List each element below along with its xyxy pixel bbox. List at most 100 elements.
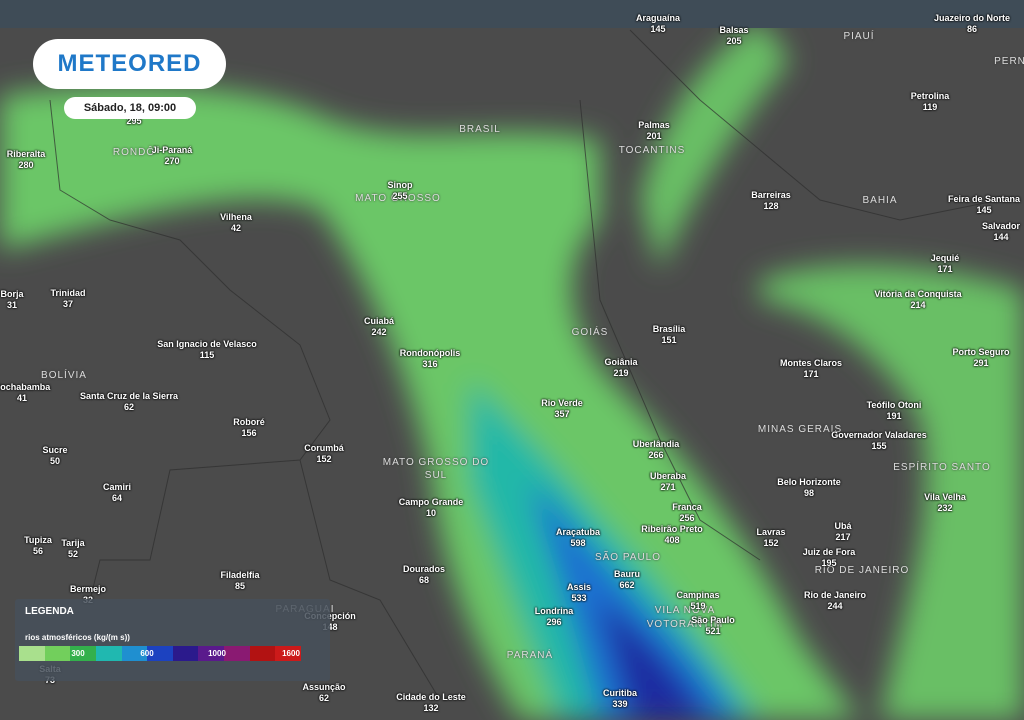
city-name: Campinas (676, 590, 720, 600)
city-value: 280 (18, 160, 34, 170)
city-label: Balsas 205 (679, 25, 789, 47)
city-label: Franca 256 (632, 502, 742, 524)
city-label: Roboré 156 (194, 417, 304, 439)
city-value: 270 (164, 156, 180, 166)
logo[interactable]: METEORED (33, 39, 226, 89)
city-value: 156 (241, 428, 257, 438)
city-label: Tupiza 56 (0, 535, 93, 557)
city-name: Assis (566, 582, 592, 592)
city-name: Rondonópolis (399, 348, 461, 358)
region-label: BOLÍVIA (41, 370, 87, 381)
city-label: Rondonópolis 316 (375, 348, 485, 370)
city-name: Bauru (613, 569, 640, 579)
city-name: Vila Velha (924, 492, 966, 502)
city-value: 191 (886, 411, 902, 421)
city-value: 98 (803, 488, 814, 498)
city-value: 31 (6, 300, 17, 310)
city-name: Goiânia (604, 357, 638, 367)
region-label: SÃO PAULO (594, 552, 662, 563)
city-label: Ubá 217 (788, 521, 898, 543)
city-label: Tarija 52 (18, 538, 128, 560)
city-label: Araguaína 145 (603, 13, 713, 35)
city-value: 598 (570, 538, 586, 548)
city-label: Uberlândia 266 (601, 439, 711, 461)
city-value: 50 (49, 456, 60, 466)
city-label: Belo Horizonte 98 (754, 477, 864, 499)
city-value: 533 (571, 593, 587, 603)
city-name: São Paulo (691, 615, 735, 625)
region-label: RONDÔ (112, 147, 156, 158)
city-name: San Ignacio de Velasco (157, 339, 257, 349)
city-name: Ji-Paraná (151, 145, 193, 155)
city-value: 145 (650, 24, 666, 34)
city-value: 41 (16, 393, 27, 403)
city-value: 219 (613, 368, 629, 378)
city-value: 201 (646, 131, 662, 141)
city-value: 255 (392, 191, 408, 201)
city-name: Assunção (302, 682, 346, 692)
legend-tick: 600 (140, 649, 154, 658)
date-pill: Sábado, 18, 09:00 (64, 97, 196, 119)
city-label: Riberalta 280 (0, 149, 81, 171)
city-name: Curitiba (602, 688, 637, 698)
city-value: 42 (230, 223, 241, 233)
city-label: Araçatuba 598 (523, 527, 633, 549)
region-label: VOTORANTIM (646, 619, 724, 630)
city-name: Juazeiro do Norte (933, 13, 1010, 23)
region-label: BRASIL (459, 124, 501, 135)
city-label: Uberaba 271 (613, 471, 723, 493)
city-value: 214 (910, 300, 926, 310)
city-value: 152 (316, 454, 332, 464)
city-label: Montes Claros 171 (756, 358, 866, 380)
city-label: Jequié 171 (890, 253, 1000, 275)
color-step (19, 646, 45, 661)
city-label: Assis 533 (524, 582, 634, 604)
top-bar (0, 0, 1024, 28)
city-value: 171 (937, 264, 953, 274)
city-label: Juazeiro do Norte 86 (917, 13, 1024, 35)
city-label: Goiânia 219 (566, 357, 676, 379)
city-name: Riberalta (6, 149, 46, 159)
region-label: GOIÁS (571, 327, 609, 338)
city-value: 232 (937, 503, 953, 513)
city-name: Cuiabá (363, 316, 394, 326)
city-name: Jequié (930, 253, 960, 263)
region-label: ESPÍRITO SANTO (893, 462, 991, 473)
city-label: Assunção 62 (269, 682, 379, 704)
region-label: BAHIA (862, 195, 898, 206)
city-label: Borja 31 (0, 289, 67, 311)
legend-tick: 300 (71, 649, 85, 658)
city-label: Londrina 296 (499, 606, 609, 628)
city-value: 205 (726, 36, 742, 46)
city-value: 52 (67, 549, 78, 559)
city-label: Filadelfia 85 (185, 570, 295, 592)
city-name: Ribeirão Preto (641, 524, 703, 534)
city-value: 256 (679, 513, 695, 523)
city-name: Palmas (638, 120, 670, 130)
city-label: Salvador 144 (946, 221, 1024, 243)
city-label: São Paulo 521 (658, 615, 768, 637)
city-label: Camiri 64 (62, 482, 172, 504)
city-name: Trinidad (50, 288, 86, 298)
city-name: Sinop (387, 180, 413, 190)
city-label: Bauru 662 (572, 569, 682, 591)
legend: LEGENDA rios atmosféricos (kg/(m s)) 300… (15, 599, 330, 681)
city-value: 10 (425, 508, 436, 518)
city-label: Rio de Janeiro 244 (780, 590, 890, 612)
city-label: Sinop 255 (345, 180, 455, 202)
color-step (44, 646, 71, 661)
region-label: MATO GROSSO DO (382, 457, 490, 468)
city-value: 132 (423, 703, 439, 713)
city-label: Porto Seguro 291 (926, 347, 1024, 369)
city-label: Cochabamba41 (0, 382, 77, 404)
city-label: Barreiras 128 (716, 190, 826, 212)
city-value: 148 (322, 622, 338, 632)
city-value: 64 (111, 493, 122, 503)
borders (49, 29, 1001, 701)
city-name: Bermejo (69, 584, 106, 594)
city-value: 244 (827, 601, 843, 611)
city-name: Dourados (402, 564, 445, 574)
city-value: 271 (660, 482, 676, 492)
region-label: PIAUÍ (843, 31, 875, 42)
